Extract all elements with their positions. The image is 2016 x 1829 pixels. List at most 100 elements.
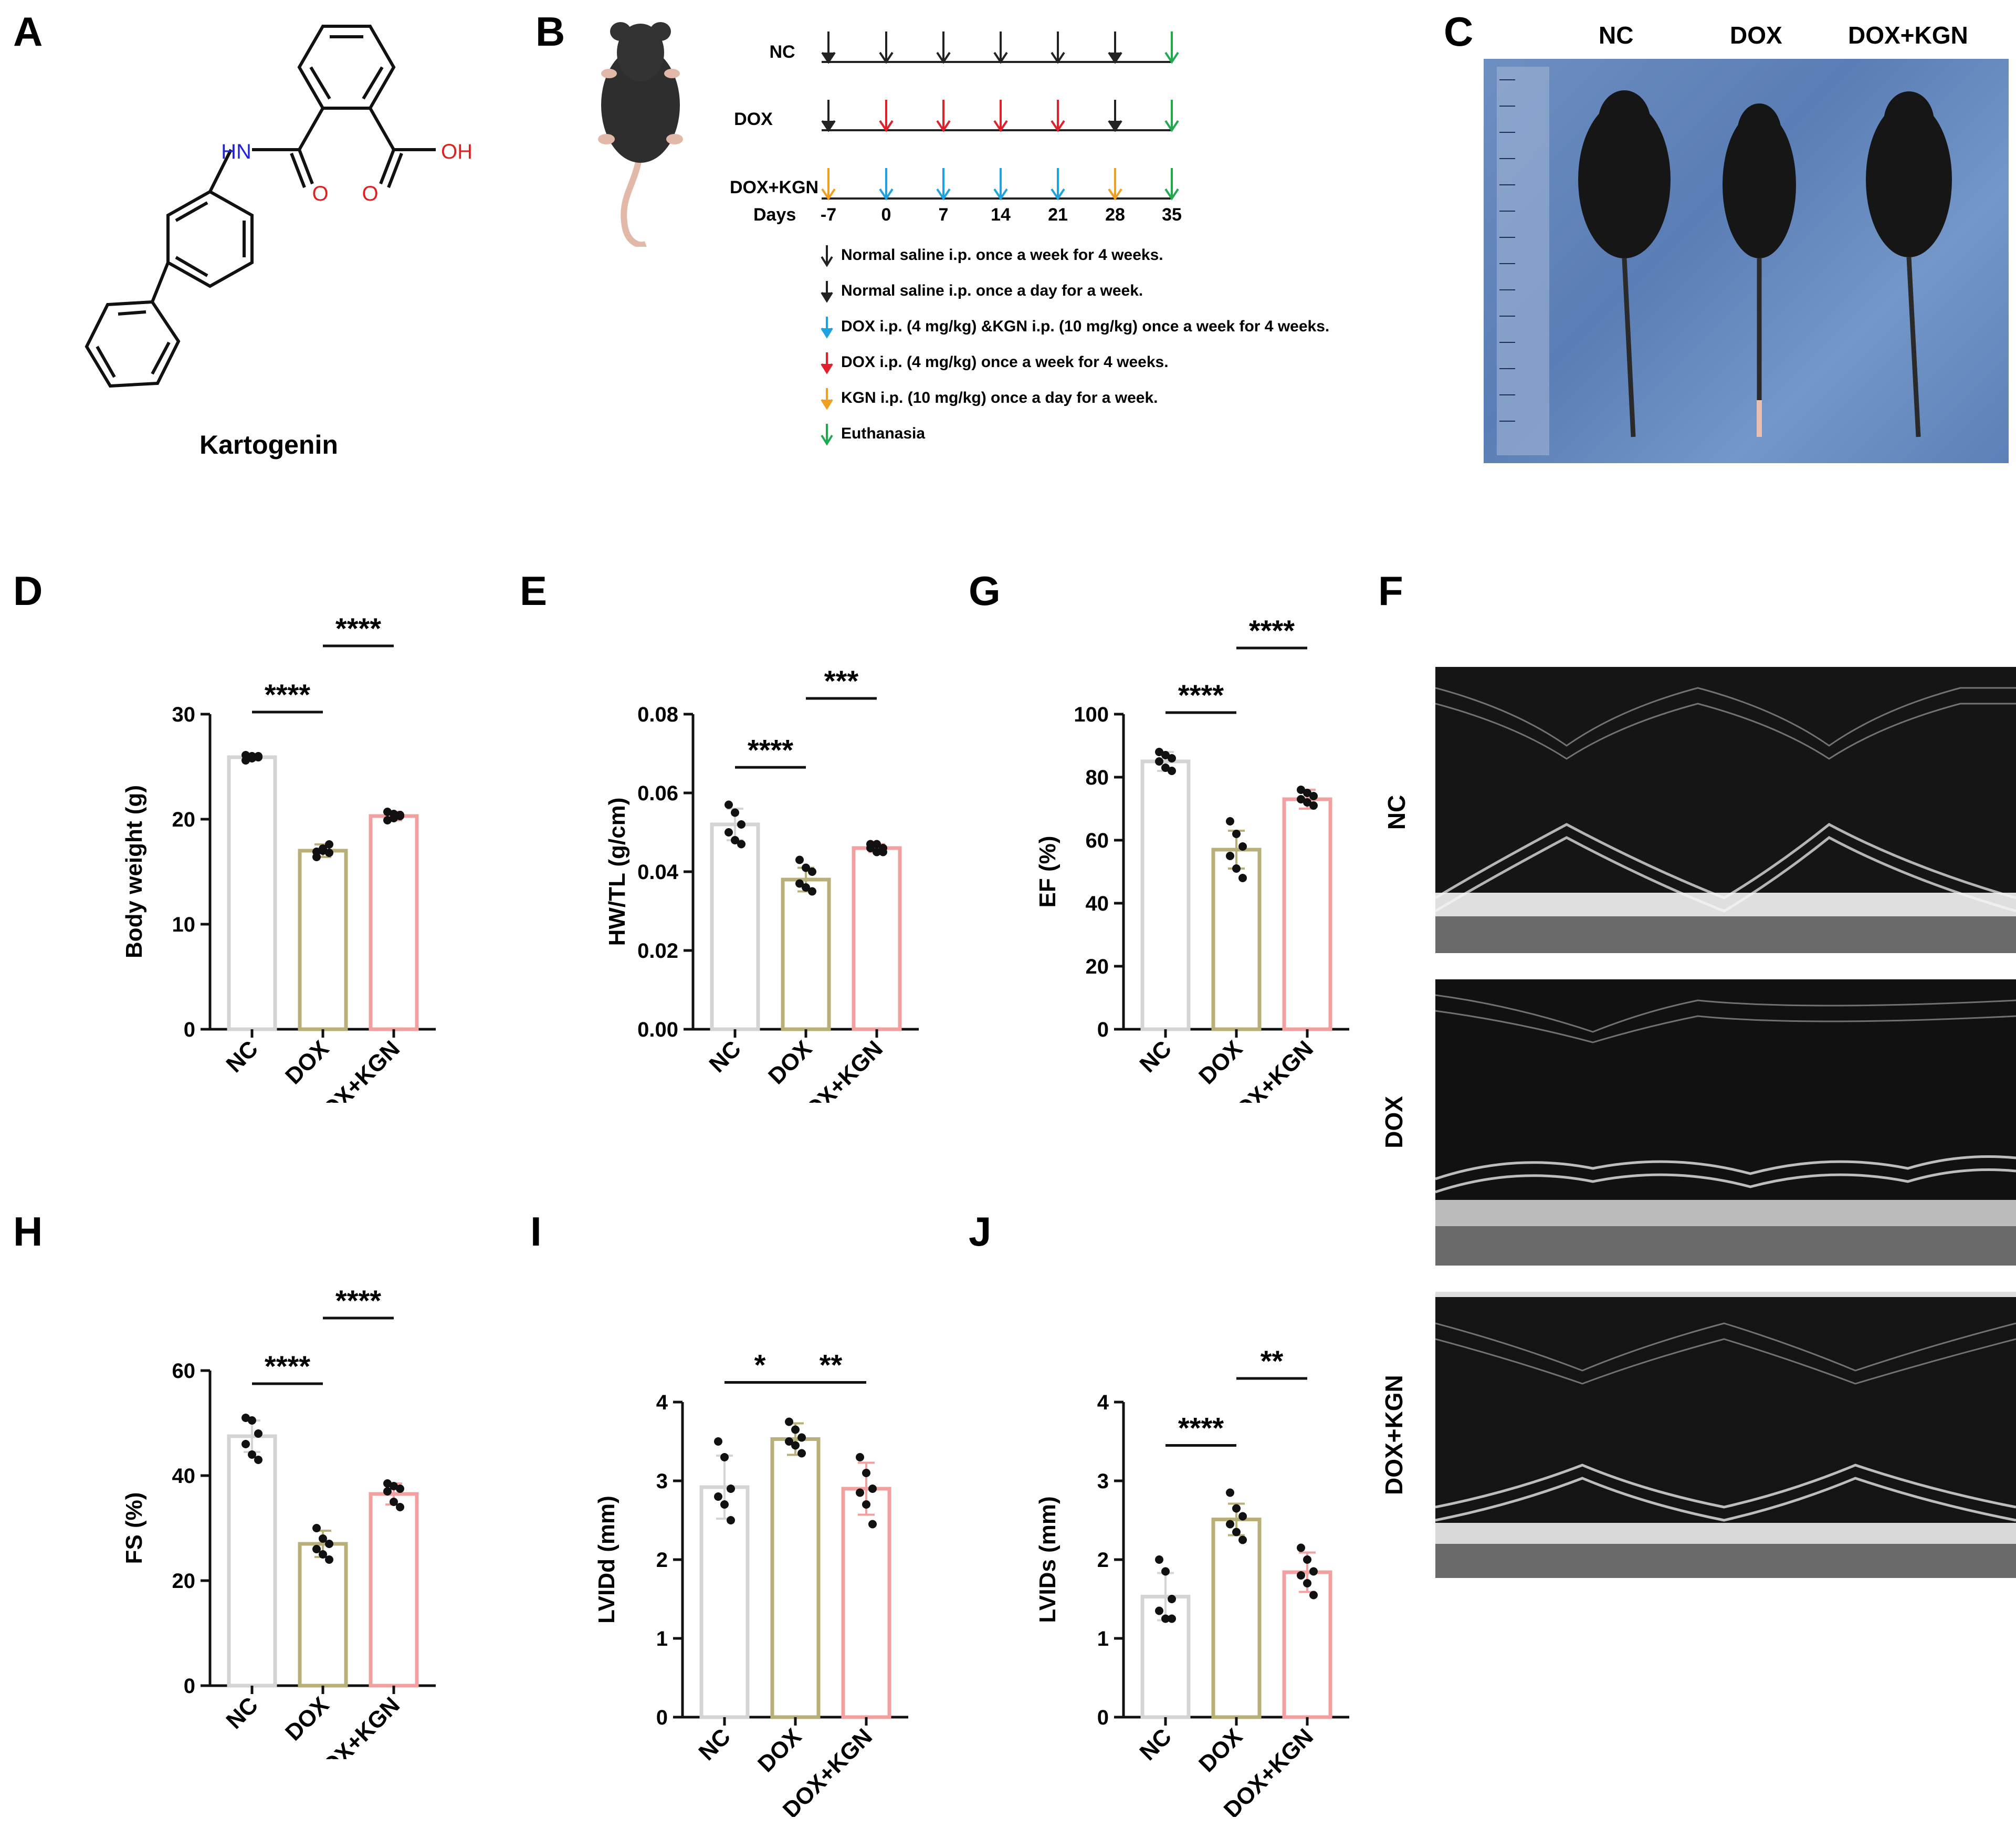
y-tick-label: 40 [1086,892,1109,915]
compound-name: Kartogenin [200,430,338,459]
x-tick-label: NC [694,1723,736,1765]
y-tick-label: 100 [1074,703,1109,726]
data-point [791,1425,800,1434]
y-tick-label: 80 [1086,766,1109,789]
data-point [868,1520,877,1529]
timeline-arrowhead [1164,51,1179,64]
x-tick-label: DOX [1194,1723,1247,1777]
timeline-arrowhead [1164,120,1179,132]
legend-arrow-head [821,399,833,410]
data-point [1297,786,1305,794]
data-point [720,1500,729,1509]
data-point [1303,789,1311,797]
data-point [383,1487,392,1496]
data-point [325,849,333,857]
data-point [737,820,746,829]
data-point [720,1453,729,1461]
timeline-arrowhead [879,120,894,132]
y-tick-label: 0 [1097,1018,1109,1041]
data-point [1168,1614,1176,1623]
data-point [1161,764,1170,772]
data-point [1303,1555,1311,1564]
panel-label-c: C [1444,8,1474,55]
panel-label-d: D [13,568,43,614]
data-point [1238,874,1247,882]
data-point [866,844,875,852]
data-point [1168,754,1176,762]
y-tick-label: 1 [656,1627,668,1650]
x-tick-label: DOX [280,1692,334,1746]
significance-label: **** [1249,614,1295,647]
data-point [1155,1606,1163,1615]
mice-photo [1484,59,2009,463]
y-axis-label: Body weight (g) [121,785,147,958]
data-point [879,848,887,856]
legend-arrow-head [821,256,833,267]
legend-arrow-head [821,434,833,446]
data-point [785,1437,793,1446]
data-point [1155,757,1163,766]
significance-label: **** [1178,1412,1224,1445]
echo-label-dox: DOX [1380,1096,1408,1148]
atom-nh: HN [221,140,251,163]
y-tick-label: 0 [184,1675,195,1698]
significance-label: ** [820,1349,843,1382]
data-point [325,840,333,849]
x-tick-label: NC [1135,1036,1177,1078]
day-tick: 35 [1162,205,1182,225]
bar [781,877,831,1031]
data-point [873,848,881,856]
y-tick-label: 0.06 [637,782,678,805]
data-point [1232,1528,1241,1537]
timeline-arrowhead [936,51,951,64]
y-axis-label: FS (%) [121,1492,147,1564]
data-point [808,887,816,896]
data-point [396,811,404,819]
data-point [1155,1555,1163,1564]
y-tick-label: 3 [1097,1470,1109,1493]
data-point [319,1550,327,1559]
legend-text: Normal saline i.p. once a day for a week… [841,282,1143,299]
data-point [802,863,810,872]
data-point [1226,1488,1234,1497]
timeline-arrowhead [936,120,951,132]
timeline-group-dox: DOX [734,109,773,129]
legend-arrow-head [821,363,833,374]
data-point [797,1449,806,1458]
significance-label: **** [335,1284,381,1317]
bar [227,1434,277,1688]
timeline-arrowhead [993,51,1008,64]
data-point [248,1416,256,1425]
y-tick-label: 0.00 [637,1018,678,1041]
bar [369,1492,419,1688]
legend-arrow-head [821,291,833,303]
timeline-arrowhead [936,188,951,201]
data-point [724,828,733,837]
data-point [383,808,392,816]
x-tick-label: DOX [763,1036,817,1089]
y-tick-label: 0 [656,1706,668,1729]
data-point [868,1485,877,1493]
day-tick: 21 [1048,205,1068,225]
data-point [1303,798,1311,807]
bar [1211,1518,1262,1719]
timeline-arrowhead [1051,120,1065,132]
data-point [802,883,810,892]
data-point [312,1545,321,1553]
bar [369,814,419,1031]
data-point [737,840,746,849]
data-point [396,1485,404,1493]
data-point [862,1469,870,1477]
panel-label-f: F [1378,568,1403,614]
bar [298,849,348,1031]
atom-o-left: O [312,182,328,205]
data-point [390,1482,398,1490]
echo-label-nc: NC [1383,795,1410,830]
bar [1211,848,1262,1031]
data-point [795,879,804,888]
data-point [254,1429,262,1438]
y-tick-label: 0 [184,1018,195,1041]
